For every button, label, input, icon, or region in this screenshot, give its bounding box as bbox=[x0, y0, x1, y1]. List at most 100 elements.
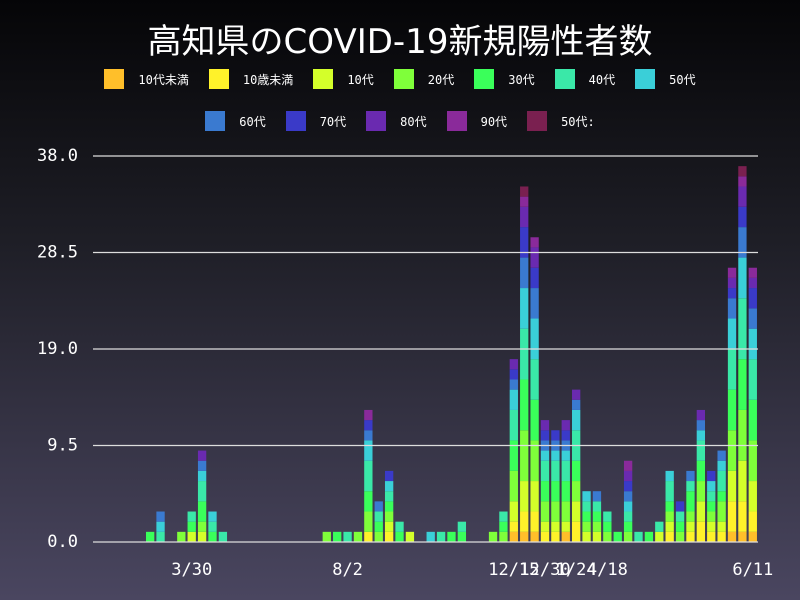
bar-segment bbox=[738, 460, 747, 502]
bar-segment bbox=[665, 531, 674, 542]
x-tick-label: 4/18 bbox=[587, 560, 628, 580]
legend-swatch bbox=[208, 69, 229, 89]
bar-segment bbox=[696, 481, 706, 502]
bar-segment bbox=[665, 511, 674, 522]
bar-segment bbox=[675, 531, 685, 542]
bar-segment bbox=[655, 521, 664, 532]
bar-segment bbox=[374, 531, 383, 542]
bar-segment bbox=[582, 491, 591, 502]
bar-segment bbox=[572, 460, 581, 482]
bar-segment bbox=[343, 531, 352, 542]
bar-segment bbox=[530, 399, 539, 441]
bar-segment bbox=[499, 511, 508, 522]
bar-segment bbox=[384, 521, 394, 532]
bar-segment bbox=[520, 196, 529, 207]
bar-segment bbox=[384, 501, 394, 512]
legend-item: 10代未満 bbox=[104, 68, 189, 90]
bar-segment bbox=[686, 470, 695, 482]
bar-segment bbox=[686, 531, 695, 542]
legend-swatch bbox=[205, 111, 226, 131]
bar-segment bbox=[686, 491, 695, 512]
bar-segment bbox=[530, 481, 539, 512]
bar-segment bbox=[197, 521, 207, 532]
bar-segment bbox=[655, 531, 664, 542]
bar-segment bbox=[197, 501, 207, 522]
bar-segment bbox=[561, 430, 570, 441]
bar-segment bbox=[509, 379, 518, 390]
bar-segment bbox=[592, 521, 602, 532]
bar-segment bbox=[686, 511, 695, 522]
bar-segment bbox=[208, 511, 217, 522]
bar-segment bbox=[738, 166, 747, 177]
bar-segment bbox=[488, 531, 498, 542]
bar-segment bbox=[509, 470, 518, 502]
legend-label: 50代: bbox=[561, 114, 595, 129]
bar-segment bbox=[727, 470, 737, 502]
bar-segment bbox=[738, 298, 747, 360]
bar-segment bbox=[707, 470, 716, 482]
legend-item: 20代 bbox=[393, 68, 455, 90]
bars bbox=[145, 166, 757, 542]
bar-segment bbox=[520, 379, 529, 431]
bar-segment bbox=[686, 521, 695, 532]
legend-swatch bbox=[635, 69, 656, 89]
bar-segment bbox=[145, 531, 155, 542]
bar-segment bbox=[509, 369, 518, 380]
bar-segment bbox=[696, 440, 706, 461]
bar-segment bbox=[551, 450, 560, 461]
bar-segment bbox=[582, 531, 591, 542]
legend-label: 60代 bbox=[239, 114, 266, 129]
bar-segment bbox=[592, 511, 602, 522]
y-tick-label: 38.0 bbox=[37, 146, 78, 166]
bar-segment bbox=[623, 491, 633, 502]
bar-segment bbox=[603, 521, 612, 532]
bar-segment bbox=[665, 481, 674, 502]
bar-segment bbox=[748, 399, 757, 441]
bar-segment bbox=[208, 531, 217, 542]
legend-item: 80代 bbox=[366, 110, 427, 132]
bar-segment bbox=[572, 409, 581, 431]
bar-segment bbox=[364, 460, 373, 492]
bar-segment bbox=[520, 186, 529, 197]
bar-segment bbox=[748, 511, 757, 532]
bar-segment bbox=[509, 409, 518, 441]
bar-segment bbox=[696, 420, 706, 431]
bar-segment bbox=[675, 521, 685, 532]
bar-segment bbox=[675, 511, 685, 522]
bar-segment bbox=[187, 511, 196, 522]
y-tick-label: 0.0 bbox=[47, 532, 78, 552]
bar-segment bbox=[530, 247, 539, 268]
bar-segment bbox=[592, 531, 602, 542]
bar-segment bbox=[530, 267, 539, 289]
bar-segment bbox=[395, 531, 404, 542]
legend-label: 20代 bbox=[427, 72, 455, 87]
bar-segment bbox=[748, 481, 757, 512]
bar-segment bbox=[623, 470, 633, 482]
bar-segment bbox=[520, 328, 529, 380]
bar-segment bbox=[540, 430, 550, 441]
bar-segment bbox=[748, 288, 757, 309]
bar-segment bbox=[561, 450, 570, 461]
legend-item: 10歳未満 bbox=[208, 68, 293, 90]
bar-segment bbox=[634, 531, 643, 542]
bar-segment bbox=[197, 531, 207, 542]
bar-segment bbox=[530, 440, 539, 482]
bar-segment bbox=[551, 521, 560, 532]
legend-item: 50代: bbox=[527, 110, 595, 132]
bar-segment bbox=[727, 501, 737, 532]
bar-segment bbox=[499, 521, 508, 532]
bar-segment bbox=[520, 531, 529, 542]
legend-swatch bbox=[285, 111, 306, 131]
bar-segment bbox=[748, 531, 757, 542]
bar-segment bbox=[738, 359, 747, 410]
legend-swatch bbox=[527, 111, 548, 131]
legend-swatch bbox=[313, 69, 334, 89]
bar-segment bbox=[540, 481, 550, 502]
bar-segment bbox=[364, 491, 373, 512]
bar-segment bbox=[530, 288, 539, 319]
bar-segment bbox=[717, 460, 726, 471]
bar-segment bbox=[551, 481, 560, 502]
bar-segment bbox=[665, 521, 674, 532]
bar-segment bbox=[707, 491, 716, 502]
bar-segment bbox=[364, 420, 373, 431]
